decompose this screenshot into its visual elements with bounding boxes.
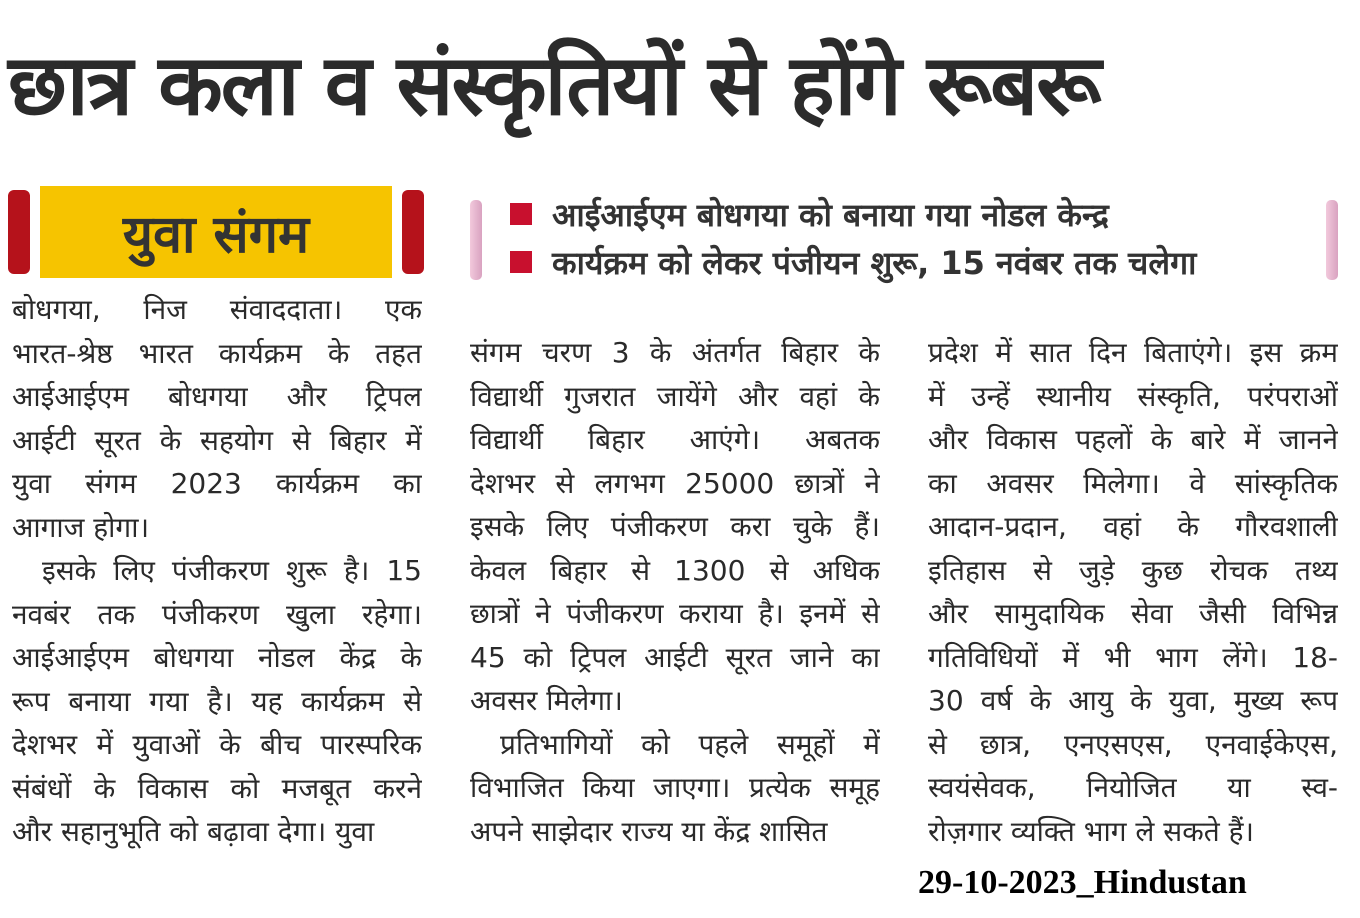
article-line: में उन्हें स्थानीय संस्कृति, परंपराओं xyxy=(928,379,1338,413)
article-line: युवा संगम 2023 कार्यक्रम का xyxy=(12,467,422,500)
headline: छात्र कला व संस्कृतियों से होंगे रूबरू xyxy=(8,36,1101,134)
tag-right-cap xyxy=(402,190,424,274)
article-line: अपने साझेदार राज्य या केंद्र शासित xyxy=(470,814,828,848)
article-line: नवबंर तक पंजीकरण खुला रहेगा। xyxy=(12,597,422,631)
highlights-list: आईआईएम बोधगया को बनाया गया नोडल केन्द्र … xyxy=(510,190,1196,286)
article-line: केवल बिहार से 1300 से अधिक xyxy=(470,553,880,587)
article-line: प्रदेश में सात दिन बिताएंगे। इस क्रम xyxy=(928,336,1338,369)
article-line: आईआईएम बोधगया और ट्रिपल xyxy=(12,380,422,413)
tag-left-cap xyxy=(8,190,30,274)
article-line: रोज़गार व्यक्ति भाग ले सकते हैं। xyxy=(928,814,1255,848)
article-column-2: संगम चरण 3 के अंतर्गत बिहार के विद्यार्थी… xyxy=(470,331,880,853)
article-line: और विकास पहलों के बारे में जानने xyxy=(928,423,1338,456)
article-line: और सहानुभूति को बढ़ावा देगा। युवा xyxy=(12,815,375,848)
article-line: छात्रों ने पंजीकरण कराया है। इनमें से xyxy=(470,597,880,630)
article-line: भारत-श्रेष्ठ भारत कार्यक्रम के तहत xyxy=(12,336,422,370)
article-line: गतिविधियों में भी भाग लेंगे। 18- xyxy=(928,640,1338,674)
highlight-text: कार्यक्रम को लेकर पंजीयन शुरू, 15 नवंबर … xyxy=(552,243,1197,282)
article-line: इतिहास से जुड़े कुछ रोचक तथ्य xyxy=(928,553,1338,587)
article-line: संबंधों के विकास को मजबूत करने xyxy=(12,771,422,805)
article-line: आदान-प्रदान, वहां के गौरवशाली xyxy=(928,510,1338,543)
bullet-square-icon xyxy=(510,203,532,225)
article-column-3: प्रदेश में सात दिन बिताएंगे। इस क्रम में … xyxy=(928,331,1338,853)
article-line: विद्यार्थी बिहार आएंगे। अबतक xyxy=(470,423,880,456)
highlight-text: आईआईएम बोधगया को बनाया गया नोडल केन्द्र xyxy=(552,195,1109,234)
article-line: स्वयंसेवक, नियोजित या स्व- xyxy=(928,771,1338,804)
highlight-item: कार्यक्रम को लेकर पंजीयन शुरू, 15 नवंबर … xyxy=(510,238,1196,286)
article-line: इसके लिए पंजीकरण शुरू है। 15 xyxy=(42,554,422,587)
decorative-bar-left xyxy=(470,200,482,280)
article-line: 30 वर्ष के आयु के युवा, मुख्य रूप xyxy=(928,684,1338,717)
article-line: विभाजित किया जाएगा। प्रत्येक समूह xyxy=(470,771,880,804)
article-line: इसके लिए पंजीकरण करा चुके हैं। xyxy=(470,510,880,543)
article-line: का अवसर मिलेगा। वे सांस्कृतिक xyxy=(928,466,1338,500)
article-line: से छात्र, एनएसएस, एनवाईकेएस, xyxy=(928,727,1338,761)
article-line: विद्यार्थी गुजरात जायेंगे और वहां के xyxy=(470,379,880,413)
article-column-1: बोधगया, निज संवाददाता। एक भारत-श्रेष्ठ भा… xyxy=(12,288,422,854)
article-line: संगम चरण 3 के अंतर्गत बिहार के xyxy=(470,336,880,369)
section-tag: युवा संगम xyxy=(8,186,424,278)
article-line: आईटी सूरत के सहयोग से बिहार में xyxy=(12,423,422,457)
article-line: देशभर में युवाओं के बीच पारस्परिक xyxy=(12,728,422,761)
bullet-square-icon xyxy=(510,251,532,273)
source-date-caption: 29-10-2023_Hindustan xyxy=(918,864,1247,901)
article-line: 45 को ट्रिपल आईटी सूरत जाने का xyxy=(470,640,880,674)
article-line: और सामुदायिक सेवा जैसी विभिन्न xyxy=(928,597,1338,630)
article-line: आईआईएम बोधगया नोडल केंद्र के xyxy=(12,641,422,674)
article-line: आगाज होगा। xyxy=(12,510,150,544)
article-line: बोधगया, निज संवाददाता। एक xyxy=(12,293,422,326)
article-line: रूप बनाया गया है। यह कार्यक्रम से xyxy=(12,684,422,718)
tag-label: युवा संगम xyxy=(40,186,392,278)
highlight-item: आईआईएम बोधगया को बनाया गया नोडल केन्द्र xyxy=(510,190,1196,238)
article-line: प्रतिभागियों को पहले समूहों में xyxy=(500,727,880,761)
article-line: देशभर से लगभग 25000 छात्रों ने xyxy=(470,466,880,500)
article-line: अवसर मिलेगा। xyxy=(470,684,623,717)
decorative-bar-right xyxy=(1326,200,1338,280)
